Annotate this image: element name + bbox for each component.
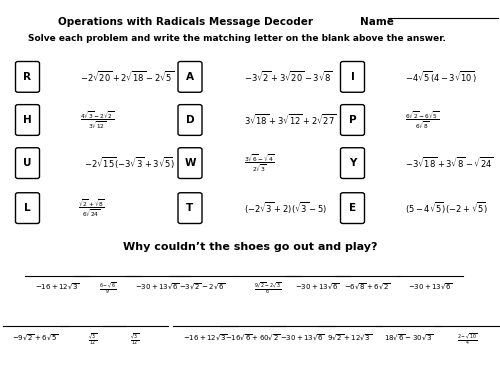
Text: $\frac{3\sqrt{6}-\sqrt{4}}{2\sqrt{3}}$: $\frac{3\sqrt{6}-\sqrt{4}}{2\sqrt{3}}$ xyxy=(244,152,274,174)
Text: $9\sqrt{2}+12\sqrt{3}$: $9\sqrt{2}+12\sqrt{3}$ xyxy=(328,332,372,342)
Text: $-9\sqrt{2}+6\sqrt{5}$: $-9\sqrt{2}+6\sqrt{5}$ xyxy=(12,332,58,342)
Text: L: L xyxy=(24,203,31,213)
FancyBboxPatch shape xyxy=(340,62,364,92)
Text: W: W xyxy=(184,158,196,168)
Text: E: E xyxy=(349,203,356,213)
FancyBboxPatch shape xyxy=(178,148,202,178)
FancyBboxPatch shape xyxy=(340,105,364,135)
Text: P: P xyxy=(348,115,356,125)
Text: $-2\sqrt{15}(-3\sqrt{3}+3\sqrt{5})$: $-2\sqrt{15}(-3\sqrt{3}+3\sqrt{5})$ xyxy=(84,155,176,171)
Text: $(-2\sqrt{3}+2)(\sqrt{3}-5)$: $(-2\sqrt{3}+2)(\sqrt{3}-5)$ xyxy=(244,200,327,216)
Text: H: H xyxy=(23,115,32,125)
Text: $\frac{6-\sqrt{6}}{9}$: $\frac{6-\sqrt{6}}{9}$ xyxy=(98,281,116,296)
FancyBboxPatch shape xyxy=(340,193,364,224)
Text: $-30+13\sqrt{6}$: $-30+13\sqrt{6}$ xyxy=(280,332,325,342)
Text: $-6\sqrt{8}+6\sqrt{2}$: $-6\sqrt{8}+6\sqrt{2}$ xyxy=(344,281,391,291)
Text: $18\sqrt{6}-30\sqrt{3}$: $18\sqrt{6}-30\sqrt{3}$ xyxy=(384,332,434,342)
Text: $-3\sqrt{18}+3\sqrt{8}-\sqrt{24}$: $-3\sqrt{18}+3\sqrt{8}-\sqrt{24}$ xyxy=(405,156,494,170)
Text: Why couldn’t the shoes go out and play?: Why couldn’t the shoes go out and play? xyxy=(123,242,378,252)
Text: D: D xyxy=(186,115,194,125)
FancyBboxPatch shape xyxy=(178,105,202,135)
FancyBboxPatch shape xyxy=(178,193,202,224)
Text: U: U xyxy=(23,158,32,168)
Text: $\frac{6\sqrt{2}-6\sqrt{5}}{6\sqrt{8}}$: $\frac{6\sqrt{2}-6\sqrt{5}}{6\sqrt{8}}$ xyxy=(405,109,440,131)
FancyBboxPatch shape xyxy=(340,148,364,178)
Text: A: A xyxy=(186,72,194,82)
Text: $-30+13\sqrt{6}$: $-30+13\sqrt{6}$ xyxy=(135,281,180,291)
Text: $\frac{\sqrt{3}}{12}$: $\frac{\sqrt{3}}{12}$ xyxy=(130,332,140,346)
Text: Y: Y xyxy=(349,158,356,168)
Text: $\frac{2-\sqrt{10}}{4}$: $\frac{2-\sqrt{10}}{4}$ xyxy=(457,332,478,346)
Text: I: I xyxy=(350,72,354,82)
FancyBboxPatch shape xyxy=(16,62,40,92)
Text: $-30+13\sqrt{6}$: $-30+13\sqrt{6}$ xyxy=(408,281,453,291)
Text: $(5-4\sqrt{5})(-2+\sqrt{5})$: $(5-4\sqrt{5})(-2+\sqrt{5})$ xyxy=(405,200,488,216)
Text: $\frac{\sqrt{3}}{12}$: $\frac{\sqrt{3}}{12}$ xyxy=(88,332,97,346)
Text: R: R xyxy=(24,72,32,82)
Text: $-16+12\sqrt{3}$: $-16+12\sqrt{3}$ xyxy=(35,281,80,291)
Text: $-4\sqrt{5}(4-3\sqrt{10})$: $-4\sqrt{5}(4-3\sqrt{10})$ xyxy=(405,69,477,85)
Text: Name: Name xyxy=(360,17,394,27)
Text: $-16+12\sqrt{3}$: $-16+12\sqrt{3}$ xyxy=(182,332,228,342)
Text: $-3\sqrt{2}-2\sqrt{6}$: $-3\sqrt{2}-2\sqrt{6}$ xyxy=(179,281,226,291)
Text: $-2\sqrt{20}+2\sqrt{18}-2\sqrt{5}$: $-2\sqrt{20}+2\sqrt{18}-2\sqrt{5}$ xyxy=(80,70,174,84)
Text: $-16\sqrt{6}+60\sqrt{2}$: $-16\sqrt{6}+60\sqrt{2}$ xyxy=(224,332,280,342)
Text: T: T xyxy=(186,203,194,213)
Text: Operations with Radicals Message Decoder: Operations with Radicals Message Decoder xyxy=(58,17,312,27)
Text: $-30+13\sqrt{6}$: $-30+13\sqrt{6}$ xyxy=(295,281,340,291)
Text: $3\sqrt{18}+3\sqrt{12}+2\sqrt{27}$: $3\sqrt{18}+3\sqrt{12}+2\sqrt{27}$ xyxy=(244,113,336,127)
Text: $\frac{9\sqrt{2}-2\sqrt{3}}{6}$: $\frac{9\sqrt{2}-2\sqrt{3}}{6}$ xyxy=(254,281,281,296)
FancyBboxPatch shape xyxy=(16,148,40,178)
Text: $-3\sqrt{2}+3\sqrt{20}-3\sqrt{8}$: $-3\sqrt{2}+3\sqrt{20}-3\sqrt{8}$ xyxy=(244,70,332,84)
FancyBboxPatch shape xyxy=(16,105,40,135)
Text: $\frac{4\sqrt{3}-2\sqrt{2}}{3\sqrt{12}}$: $\frac{4\sqrt{3}-2\sqrt{2}}{3\sqrt{12}}$ xyxy=(80,109,114,131)
Text: Solve each problem and write the matching letter on the blank above the answer.: Solve each problem and write the matchin… xyxy=(28,34,446,43)
FancyBboxPatch shape xyxy=(178,62,202,92)
FancyBboxPatch shape xyxy=(16,193,40,224)
Text: $\frac{\sqrt{2}+\sqrt{8}}{6\sqrt{24}}$: $\frac{\sqrt{2}+\sqrt{8}}{6\sqrt{24}}$ xyxy=(78,197,104,219)
